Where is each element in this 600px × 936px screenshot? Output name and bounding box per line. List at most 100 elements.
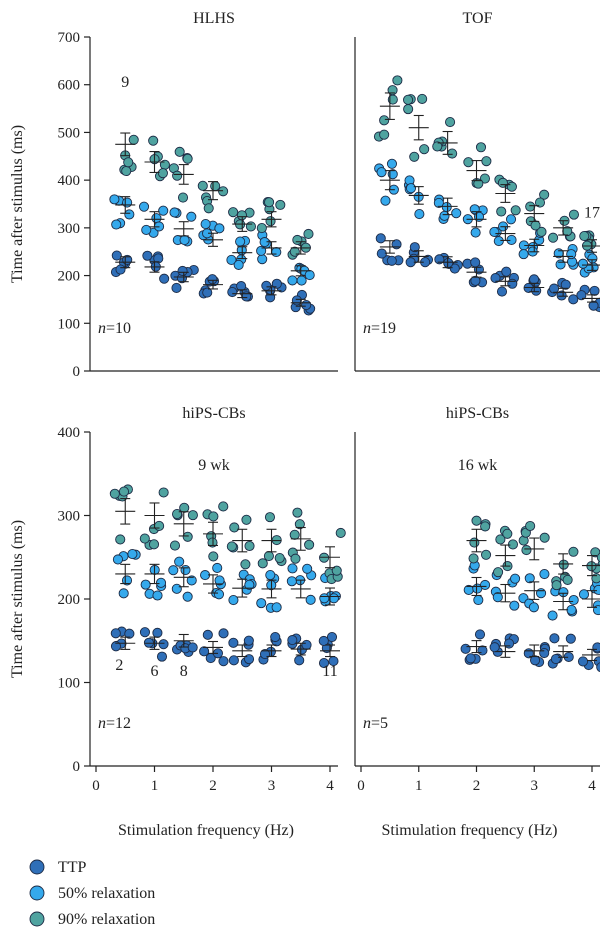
data-point xyxy=(151,213,162,224)
data-point xyxy=(271,278,282,289)
data-point xyxy=(172,170,183,181)
data-point xyxy=(529,274,540,285)
data-point xyxy=(335,527,346,539)
data-point xyxy=(558,559,569,570)
legend-marker xyxy=(29,859,45,875)
data-point xyxy=(596,552,600,563)
data-point xyxy=(555,259,566,270)
data-point xyxy=(470,257,481,268)
data-point xyxy=(256,598,267,609)
data-point xyxy=(187,510,198,521)
x-tick-label: 3 xyxy=(531,778,539,794)
data-point xyxy=(304,539,315,550)
data-point xyxy=(177,192,189,203)
panel-3: 0 100 200 300 400 0 1 2 3 4 hiPS-CBs 9 wk Time after… xyxy=(9,405,346,839)
data-point xyxy=(510,205,521,216)
data-point xyxy=(506,181,517,192)
data-point xyxy=(291,295,302,306)
data-point xyxy=(579,230,590,242)
data-point xyxy=(507,539,518,550)
y-tick-label: 0 xyxy=(73,759,81,775)
data-point xyxy=(111,219,122,230)
y-tick-label: 200 xyxy=(58,269,81,285)
data-point xyxy=(463,157,474,168)
data-point xyxy=(177,265,188,277)
data-point xyxy=(434,254,445,265)
data-point xyxy=(115,534,126,545)
data-point xyxy=(171,282,182,294)
data-point xyxy=(576,290,587,301)
data-point xyxy=(256,245,267,256)
data-point xyxy=(536,226,547,237)
y-axis-label: Time after stimulus (ms) xyxy=(9,520,26,678)
data-point xyxy=(445,117,456,128)
x-axis-label: Stimulation frequency (Hz) xyxy=(382,822,558,839)
data-point xyxy=(565,633,576,644)
data-point xyxy=(303,228,314,240)
data-point xyxy=(271,602,282,613)
data-point xyxy=(465,653,476,664)
data-point xyxy=(510,573,521,584)
data-point xyxy=(263,551,274,562)
data-point xyxy=(148,539,160,550)
data-point xyxy=(525,201,536,212)
data-point xyxy=(141,224,152,235)
data-point xyxy=(405,183,417,194)
data-point xyxy=(140,579,151,590)
series-90-relaxation xyxy=(373,75,600,253)
x-tick-label: 4 xyxy=(326,778,334,794)
data-point xyxy=(142,250,153,261)
data-point xyxy=(473,594,484,606)
data-point xyxy=(493,567,504,578)
data-point xyxy=(139,533,150,544)
data-point xyxy=(568,594,579,606)
data-point xyxy=(287,563,298,574)
panel-title: hiPS-CBs xyxy=(182,405,245,422)
data-point xyxy=(302,563,313,574)
data-point xyxy=(233,259,244,270)
legend-label: 90% relaxation xyxy=(58,911,155,928)
data-point xyxy=(439,210,450,221)
data-point xyxy=(474,629,486,640)
data-point xyxy=(261,280,272,291)
data-point xyxy=(214,575,225,586)
data-point xyxy=(200,219,211,230)
data-point xyxy=(274,553,285,564)
annotation: 6 xyxy=(151,663,159,680)
data-point xyxy=(290,553,301,564)
data-point xyxy=(124,628,135,639)
series-90-relaxation xyxy=(115,132,314,260)
data-point xyxy=(186,575,197,586)
data-point xyxy=(197,180,208,191)
data-point xyxy=(539,647,550,659)
data-point xyxy=(203,203,214,214)
legend-marker xyxy=(29,885,45,901)
data-point xyxy=(586,561,597,572)
data-point xyxy=(566,604,577,615)
data-point xyxy=(556,290,567,301)
x-tick-label: 1 xyxy=(151,778,159,794)
data-point xyxy=(470,227,481,238)
data-point xyxy=(112,554,123,565)
data-point xyxy=(159,273,170,284)
data-point xyxy=(109,488,120,499)
data-point xyxy=(158,487,169,498)
data-point xyxy=(451,208,462,219)
panel-title: TOF xyxy=(463,10,493,27)
data-point xyxy=(536,588,547,599)
data-point xyxy=(525,520,536,532)
data-point xyxy=(228,655,239,666)
data-point xyxy=(228,207,239,218)
data-point xyxy=(495,534,506,545)
legend-marker xyxy=(29,911,45,927)
data-point xyxy=(447,148,458,159)
data-point xyxy=(208,551,219,562)
data-point xyxy=(169,540,181,551)
data-point xyxy=(387,169,398,180)
data-point xyxy=(256,223,267,234)
data-point xyxy=(392,75,403,86)
legend: TTP 50% relaxation 90% relaxation xyxy=(29,859,155,928)
data-point xyxy=(289,529,300,540)
data-point xyxy=(235,236,246,247)
series-50-relaxation xyxy=(109,194,315,286)
